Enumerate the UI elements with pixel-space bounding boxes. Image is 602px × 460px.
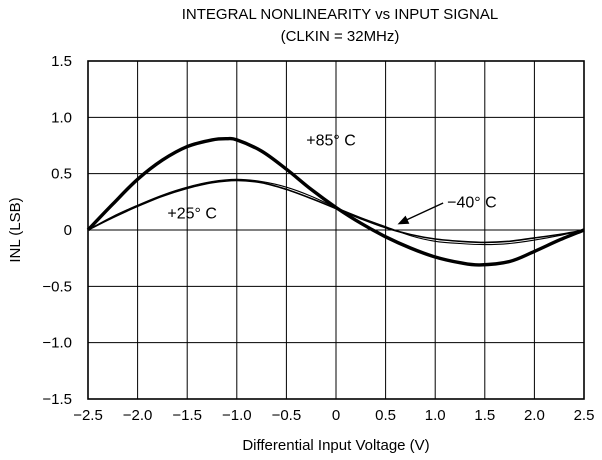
series-25c-label: +25° C: [167, 206, 217, 223]
y-tick-label: −1.0: [42, 335, 72, 352]
x-tick-label: 0: [332, 407, 340, 424]
y-tick-label: −1.5: [42, 391, 72, 408]
y-axis-label: INL (LSB): [7, 197, 24, 262]
y-tick-label: 0.5: [51, 166, 72, 183]
x-tick-label: −2.0: [123, 407, 153, 424]
x-tick-label: 2.5: [574, 407, 595, 424]
plot-frame: [87, 60, 585, 400]
annotation-arrow-line: [405, 202, 444, 222]
series-25c-line: [87, 179, 585, 244]
annotation-arrow-head: [397, 215, 410, 225]
x-tick-label: −0.5: [272, 407, 302, 424]
x-axis-label: Differential Input Voltage (V): [242, 437, 429, 454]
y-tick-label: 1.0: [51, 109, 72, 126]
series-minus40c-label: −40° C: [447, 194, 497, 211]
x-tick-label: −1.5: [172, 407, 202, 424]
y-tick-label: 1.5: [51, 53, 72, 70]
series-minus40c-line: [87, 178, 585, 246]
series-85c-line: [86, 136, 585, 267]
x-tick-label: 1.5: [474, 407, 495, 424]
x-tick-label: −1.0: [222, 407, 252, 424]
x-tick-label: −2.5: [73, 407, 103, 424]
x-tick-label: 0.5: [375, 407, 396, 424]
x-tick-label: 2.0: [524, 407, 545, 424]
y-tick-label: −0.5: [42, 278, 72, 295]
series-85c-label: +85° C: [306, 133, 356, 150]
chart-subtitle: (CLKIN = 32MHz): [280, 28, 400, 45]
chart-title: INTEGRAL NONLINEARITY vs INPUT SIGNAL: [181, 6, 499, 23]
y-tick-label: 0: [64, 222, 72, 239]
x-tick-label: 1.0: [425, 407, 446, 424]
